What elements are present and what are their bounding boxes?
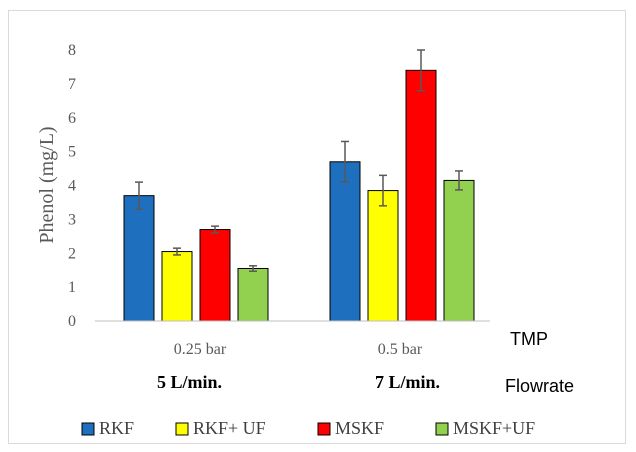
x-category-label: 0.5 bar xyxy=(378,341,423,358)
y-tick-label: 6 xyxy=(68,110,76,127)
x-axis-categories: 0.25 bar 0.5 bar xyxy=(174,341,423,358)
legend-label: MSKF+UF xyxy=(453,418,535,438)
error-bars xyxy=(135,49,463,272)
x-category-label: 0.25 bar xyxy=(174,341,227,358)
legend-label: MSKF xyxy=(335,418,384,438)
x-subcategory-label: 5 L/min. xyxy=(157,372,222,392)
y-tick-label: 3 xyxy=(68,211,76,228)
bar xyxy=(367,190,399,322)
bar xyxy=(443,179,475,322)
y-tick-label: 1 xyxy=(68,279,76,296)
chart-frame xyxy=(8,10,626,444)
flowrate-axis-label: Flowrate xyxy=(505,376,574,396)
y-tick-label: 0 xyxy=(68,313,76,330)
legend-swatch xyxy=(81,422,95,436)
tmp-axis-label: TMP xyxy=(510,329,548,349)
legend-swatch xyxy=(435,422,449,436)
bar xyxy=(199,229,231,322)
x-subcategory-label: 7 L/min. xyxy=(375,372,440,392)
bar xyxy=(329,161,361,322)
x-axis-subcategories: 5 L/min. 7 L/min. xyxy=(157,372,440,392)
y-axis-ticks: 0 1 2 3 4 5 6 7 8 xyxy=(68,42,76,330)
bars xyxy=(123,69,475,322)
y-tick-label: 4 xyxy=(68,178,76,195)
bar xyxy=(161,251,193,322)
y-tick-label: 5 xyxy=(68,144,76,161)
y-tick-label: 8 xyxy=(68,42,76,59)
bar xyxy=(405,69,437,322)
legend-label: RKF+ UF xyxy=(193,418,266,438)
y-tick-label: 7 xyxy=(68,76,76,93)
legend-swatch xyxy=(175,422,189,436)
y-tick-label: 2 xyxy=(68,245,76,262)
bar xyxy=(123,195,155,322)
legend: RKF RKF+ UF MSKF MSKF+UF xyxy=(81,418,535,438)
legend-swatch xyxy=(317,422,331,436)
legend-label: RKF xyxy=(99,418,134,438)
y-axis-label: Phenol (mg/L) xyxy=(36,126,58,243)
bar xyxy=(237,267,269,322)
